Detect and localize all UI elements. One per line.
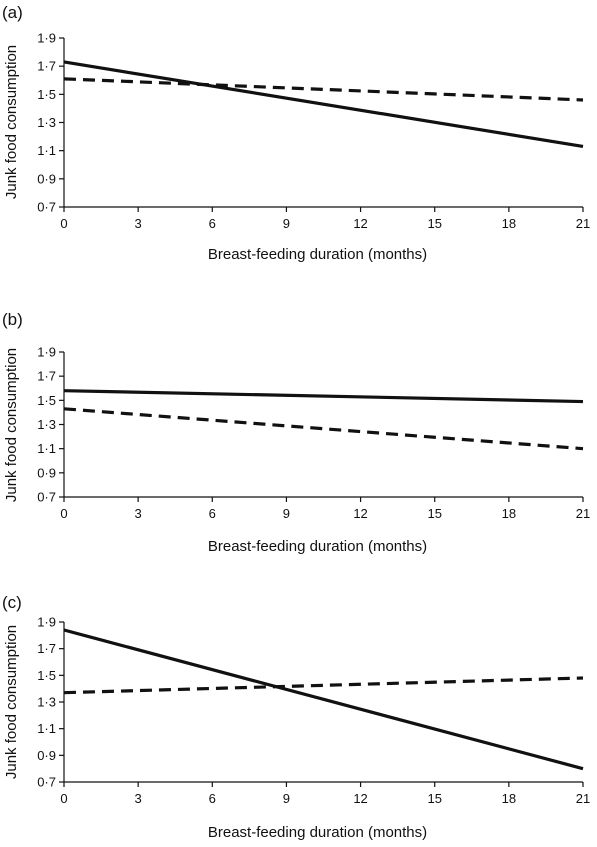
- panel-label: (b): [2, 310, 23, 329]
- y-tick-label: 1·3: [37, 695, 56, 710]
- y-tick-label: 1·3: [37, 417, 56, 432]
- x-tick-label: 3: [135, 506, 142, 521]
- y-tick-label: 1·5: [37, 668, 56, 683]
- series-line-solid: [63, 60, 584, 149]
- x-tick-label: 12: [353, 216, 367, 231]
- y-tick-label: 1·9: [37, 615, 56, 630]
- y-tick-label: 1·3: [37, 115, 56, 130]
- x-tick-label: 15: [427, 506, 441, 521]
- series-line-dashed: [63, 407, 584, 451]
- x-tick-label: 0: [60, 506, 67, 521]
- x-tick-label: 15: [427, 216, 441, 231]
- x-tick-label: 9: [283, 216, 290, 231]
- x-tick-label: 6: [209, 791, 216, 806]
- x-tick-label: 21: [576, 216, 590, 231]
- y-tick-label: 1·9: [37, 31, 56, 46]
- y-tick-label: 0·9: [37, 171, 56, 186]
- x-tick-label: 21: [576, 791, 590, 806]
- y-tick-label: 0·7: [37, 200, 56, 215]
- y-axis-title: Junk food consumption: [3, 45, 20, 199]
- y-tick-label: 1·5: [37, 87, 56, 102]
- x-tick-label: 18: [502, 791, 516, 806]
- y-tick-label: 1·7: [37, 59, 56, 74]
- x-axis-title: Breast-feeding duration (months): [208, 538, 427, 555]
- x-tick-label: 18: [502, 506, 516, 521]
- x-tick-label: 21: [576, 506, 590, 521]
- x-tick-label: 6: [209, 506, 216, 521]
- x-tick-label: 18: [502, 216, 516, 231]
- x-axis-title: Breast-feeding duration (months): [208, 824, 427, 841]
- panel-label: (a): [2, 3, 23, 22]
- x-axis-title: Breast-feeding duration (months): [208, 246, 427, 263]
- y-tick-label: 0·9: [37, 465, 56, 480]
- panel-label: (c): [2, 593, 22, 612]
- y-tick-label: 1·7: [37, 369, 56, 384]
- x-tick-label: 3: [135, 216, 142, 231]
- y-axis-title: Junk food consumption: [3, 625, 20, 779]
- series-line-dashed: [63, 676, 584, 695]
- x-tick-label: 0: [60, 216, 67, 231]
- y-tick-label: 0·7: [37, 775, 56, 790]
- y-tick-label: 0·7: [37, 490, 56, 505]
- y-tick-label: 1·9: [37, 345, 56, 360]
- x-tick-label: 9: [283, 791, 290, 806]
- x-tick-label: 3: [135, 791, 142, 806]
- y-tick-label: 1·7: [37, 641, 56, 656]
- x-tick-label: 6: [209, 216, 216, 231]
- series-line-dashed: [63, 77, 584, 102]
- y-axis-title: Junk food consumption: [3, 348, 20, 502]
- x-tick-label: 12: [353, 506, 367, 521]
- y-tick-label: 1·1: [37, 721, 56, 736]
- y-tick-label: 1·1: [37, 441, 56, 456]
- y-tick-label: 0·9: [37, 748, 56, 763]
- series-line-solid: [63, 628, 584, 771]
- x-tick-label: 0: [60, 791, 67, 806]
- y-tick-label: 1·5: [37, 393, 56, 408]
- x-tick-label: 15: [427, 791, 441, 806]
- y-tick-label: 1·1: [37, 143, 56, 158]
- series-line-solid: [63, 389, 584, 404]
- x-tick-label: 9: [283, 506, 290, 521]
- x-tick-label: 12: [353, 791, 367, 806]
